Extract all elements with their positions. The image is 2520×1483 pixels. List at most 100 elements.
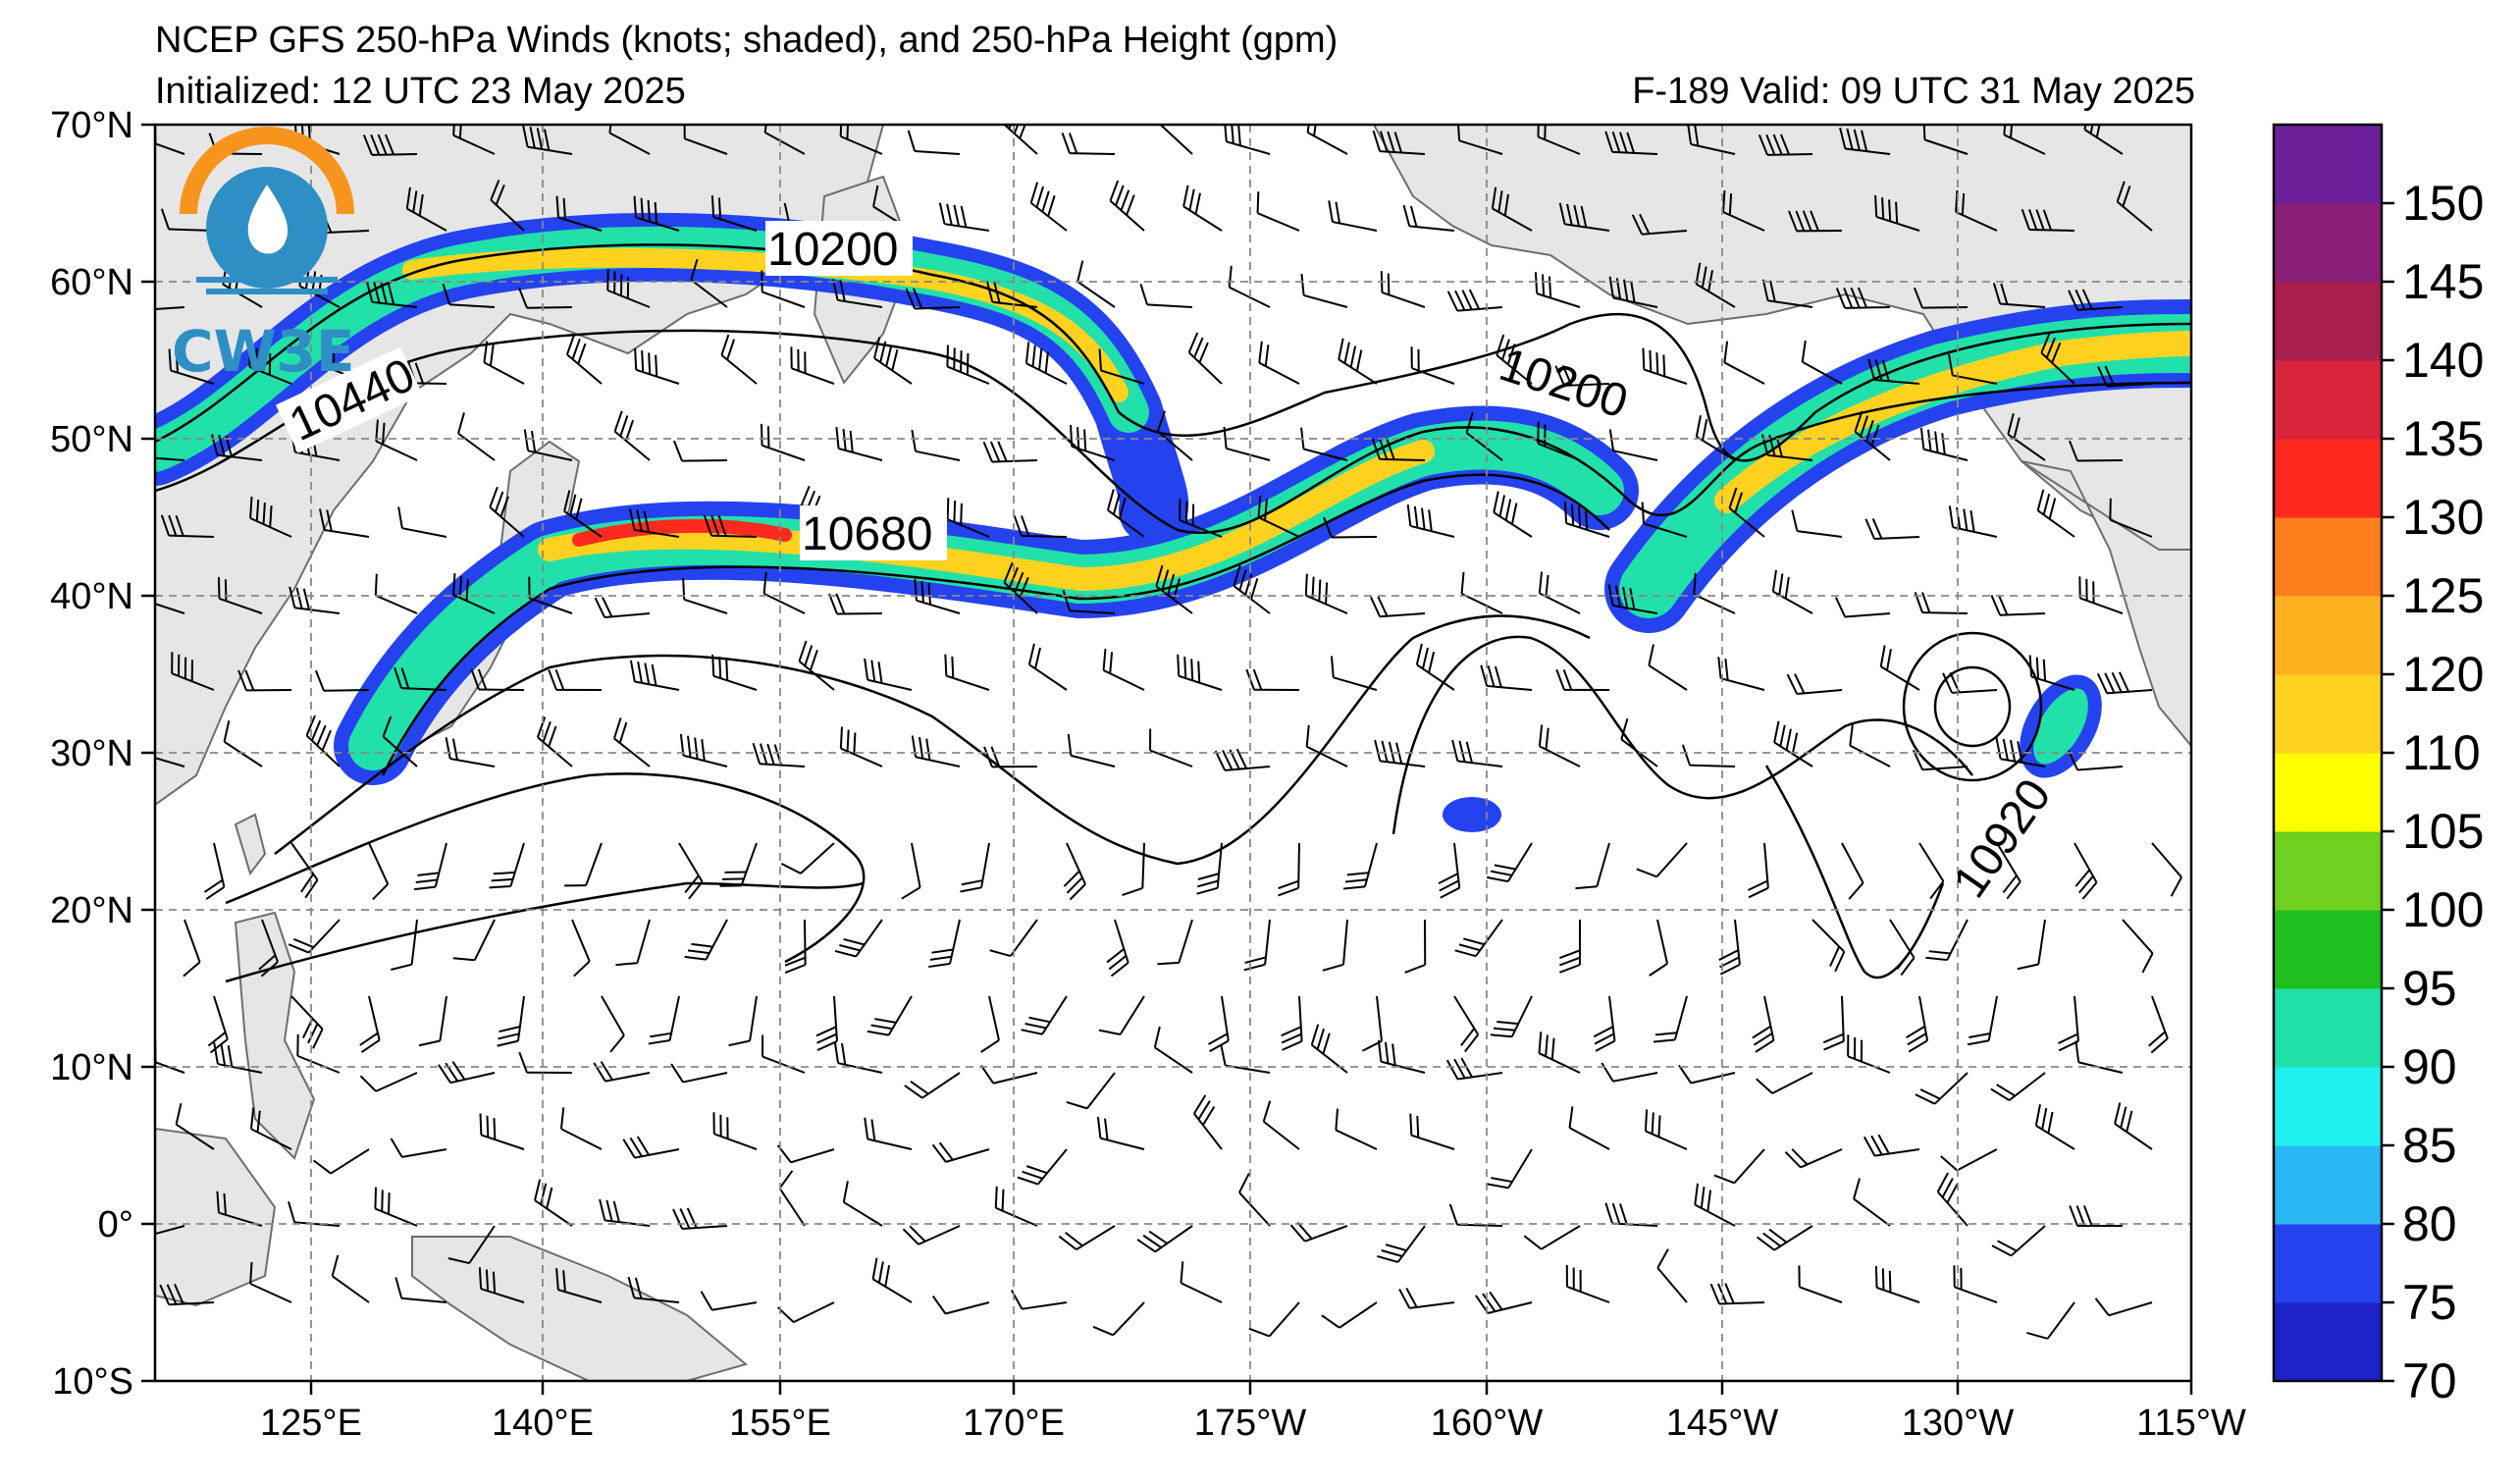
wind-barb (1913, 287, 1969, 309)
land-us-west-coast (2021, 460, 2191, 748)
contour-10440 (155, 329, 2191, 535)
wind-barb (258, 919, 280, 978)
wind-barb (911, 429, 961, 461)
wind-barb (763, 125, 806, 155)
wind-barb (374, 573, 418, 614)
wind-barb (1864, 518, 1920, 540)
wind-barb (2040, 332, 2075, 385)
wind-barb (1839, 127, 1891, 155)
wind-barb (1122, 842, 1145, 896)
wind-barb (312, 1148, 370, 1175)
colorbar-segment (2274, 203, 2382, 283)
wind-barb (601, 995, 625, 1053)
wind-barb (248, 344, 292, 385)
wind-barb (1538, 724, 1581, 768)
wind-barb (828, 593, 883, 615)
wind-barb (1410, 346, 1455, 385)
colorbar-ticks: 70 75 80 85 90 95 100 105 110 120 125 130 135 140 145 1… (2382, 176, 2484, 1408)
wind-barb (1874, 194, 1920, 232)
wind-barb (2068, 289, 2124, 311)
wind-barb (1106, 489, 1145, 538)
wind-barb (1281, 995, 1303, 1051)
wind-barb (1480, 664, 1533, 691)
wind-barb (2074, 842, 2098, 900)
wind-barb (1604, 1202, 1658, 1227)
wind-barb (1607, 584, 1658, 614)
wind-barb (405, 186, 447, 232)
wind-barb (203, 842, 226, 900)
colorbar-tick-label: 150 (2402, 176, 2484, 231)
colorbar-tick-label: 80 (2402, 1196, 2457, 1251)
wind-barb (901, 842, 921, 900)
wind-barb (703, 514, 758, 538)
wind-barb (2036, 489, 2075, 538)
wind-barb (2069, 1205, 2124, 1227)
wind-barb (1947, 353, 1998, 385)
wind-barb (960, 842, 990, 893)
wind-barb (1728, 487, 1765, 538)
wind-barb (980, 1064, 1038, 1085)
wind-barb (1310, 1024, 1348, 1074)
wind-barb (760, 423, 806, 461)
wind-barb (1649, 919, 1669, 977)
wind-barb (1409, 1113, 1455, 1150)
wind-barb (555, 195, 603, 232)
wind-barb (1278, 842, 1300, 897)
wind-barb (905, 288, 961, 310)
wind-barb (1631, 213, 1688, 236)
wind-barb (1063, 842, 1086, 901)
wind-barb (1538, 1032, 1581, 1074)
colorbar-segment (2274, 1224, 2382, 1303)
wind-barb (1003, 561, 1038, 614)
wind-barb (452, 919, 496, 962)
contour-10920-b (1391, 635, 1973, 835)
wind-barb (2097, 365, 2153, 388)
colorbar-segment (2274, 125, 2382, 204)
wind-barb (980, 995, 1000, 1053)
wind-barb (1233, 564, 1271, 614)
wind-barb (762, 571, 806, 614)
wind-barb (1854, 410, 1891, 461)
figure-title: NCEP GFS 250-hPa Winds (knots; shaded), … (155, 20, 1339, 61)
wind-barb (866, 995, 913, 1036)
wind-barb (207, 995, 229, 1054)
wind-barb (1258, 341, 1300, 385)
contour-10200-west (155, 243, 1121, 444)
wind-barb (1991, 1225, 2046, 1257)
contour-cutoff-outer (1902, 631, 2043, 782)
wind-barb (1558, 202, 1610, 232)
longitude-labels: 125°E 140°E 155°E 170°E 175°W 160°W 145°… (260, 1403, 2246, 1444)
wind-barb (1208, 995, 1230, 1053)
wind-barb (902, 1225, 961, 1245)
wind-barb (368, 842, 390, 901)
wind-barb (1491, 186, 1533, 232)
wind-barb (613, 410, 651, 461)
wind-barb (1196, 842, 1223, 895)
wind-barb (296, 1033, 341, 1074)
wind-barb (944, 654, 990, 691)
wind-barb (1182, 185, 1223, 232)
wind-barb (1305, 724, 1348, 768)
wind-barb (1493, 491, 1533, 538)
wind-barb (160, 514, 215, 538)
wind-barb (1193, 1094, 1223, 1150)
wind-barb (2074, 1040, 2124, 1074)
wind-barb (497, 995, 525, 1047)
wind-barb (1323, 516, 1378, 539)
wind-barb (1747, 842, 1769, 899)
wind-barb (413, 842, 447, 891)
wind-barb (1537, 125, 1581, 155)
wind-barb (1460, 571, 1503, 614)
colorbar-tick-label: 85 (2402, 1118, 2457, 1173)
wind-barb (289, 586, 341, 614)
wind-barb (1465, 411, 1503, 461)
wind-barb (159, 1283, 215, 1306)
jet-blob-mid-pacific (1443, 797, 1501, 832)
wind-barb (1448, 1203, 1503, 1227)
wind-barb (904, 1072, 961, 1099)
wind-barb (237, 669, 292, 692)
wind-barb (391, 919, 418, 972)
colorbar-tick-label: 110 (2402, 725, 2481, 780)
logo-drop-icon (247, 185, 289, 254)
